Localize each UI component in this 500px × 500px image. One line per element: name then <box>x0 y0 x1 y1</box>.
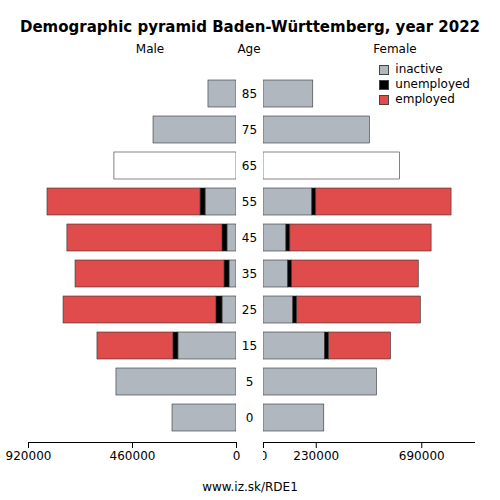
html-text:Male: Male <box>135 42 165 56</box>
svg-text:65: 65 <box>242 159 257 173</box>
svg-text:0: 0 <box>246 411 254 425</box>
svg-text:0: 0 <box>263 449 267 463</box>
html-text:www.iz.sk/RDE1: www.iz.sk/RDE1 <box>202 480 298 494</box>
svg-text:85: 85 <box>242 87 257 101</box>
svg-text:15: 15 <box>242 339 257 353</box>
svg-text:35: 35 <box>242 267 257 281</box>
html-text:inactive: inactive <box>395 62 443 76</box>
svg-text:460000: 460000 <box>110 449 156 463</box>
html-text:Demographic pyramid Baden-Würt: Demographic pyramid Baden-Württemberg, y… <box>19 18 481 36</box>
svg-text:45: 45 <box>242 231 257 245</box>
svg-text:5: 5 <box>246 375 254 389</box>
html-text:Female: Female <box>373 42 417 56</box>
svg-text:25: 25 <box>242 303 257 317</box>
svg-text:920000: 920000 <box>6 449 52 463</box>
svg-text:690000: 690000 <box>399 449 445 463</box>
html-text:Age: Age <box>237 42 261 56</box>
svg-text:55: 55 <box>242 195 257 209</box>
html-text:unemployed: unemployed <box>395 77 470 91</box>
html-text:employed: employed <box>395 92 455 106</box>
svg-text:230000: 230000 <box>293 449 339 463</box>
svg-text:0: 0 <box>233 449 241 463</box>
svg-text:75: 75 <box>242 123 257 137</box>
